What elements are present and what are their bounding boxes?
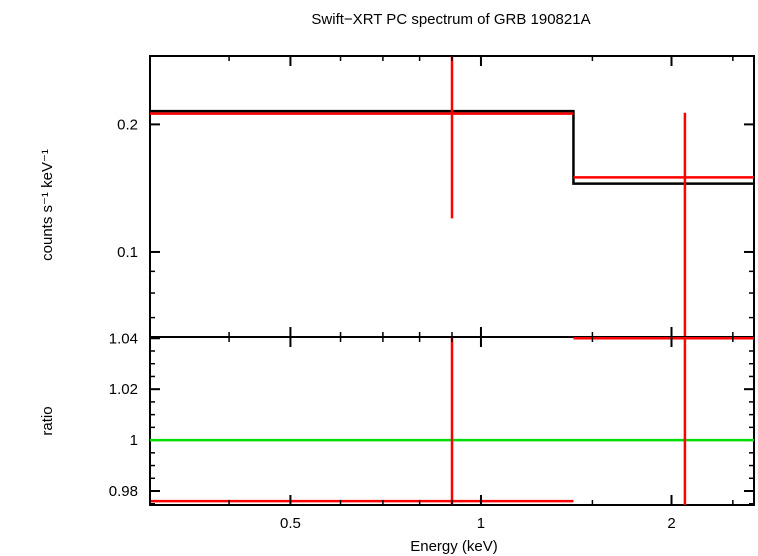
ratio-y-tick-label: 0.98 [109,483,138,500]
x-axis-ticks: 0.5 1 2 [149,56,734,532]
ratio-y-ticks: 0.98 1 1.02 1.04 [109,330,754,505]
spectrum-data-point [150,56,574,219]
spectrum-y-tick-label: 0.1 [117,244,138,261]
spectrum-data-point [573,112,754,337]
ratio-y-tick-label: 1 [130,432,138,449]
x-axis-label: Energy (keV) [410,538,498,555]
x-tick-label: 1 [477,515,485,532]
spectrum-y-ticks: 0.1 0.2 [117,116,754,319]
ratio-data-point [573,337,754,505]
spectrum-y-tick-label: 0.2 [117,116,138,133]
y-axis-label-ratio: ratio [39,406,56,435]
ratio-marks [150,337,754,505]
ratio-y-tick-label: 1.04 [109,330,138,347]
spectrum-marks [150,56,754,337]
ratio-data-point [150,337,574,505]
y-axis-label-spectrum: counts s⁻¹ keV⁻¹ [39,149,56,261]
ratio-panel: 0.98 1 1.02 1.04 [109,330,755,506]
x-tick-label: 2 [667,515,675,532]
spectrum-panel: 0.1 0.2 [117,55,755,338]
x-tick-label: 0.5 [280,515,301,532]
chart-title: Swift−XRT PC spectrum of GRB 190821A [311,11,590,28]
ratio-y-tick-label: 1.02 [109,381,138,398]
model-step-line [150,109,754,185]
